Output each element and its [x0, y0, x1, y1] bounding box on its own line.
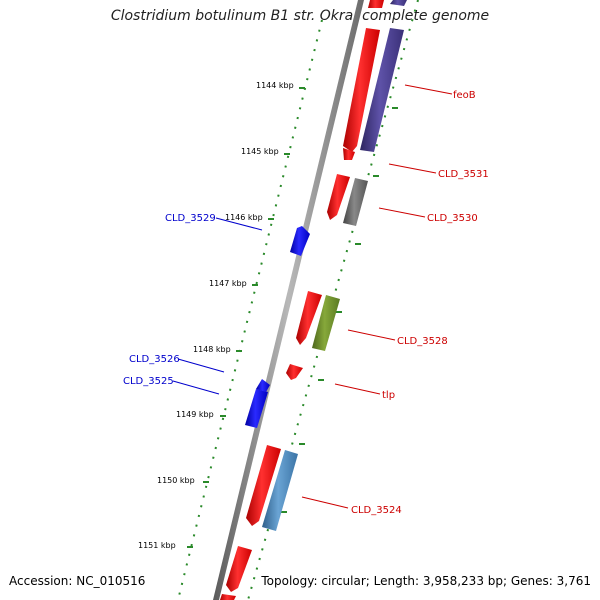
label-cld3529: CLD_3529	[165, 213, 216, 224]
scale-label-1146: 1146 kbp	[225, 213, 263, 222]
cds-3525	[245, 389, 268, 428]
scale-label-1151: 1151 kbp	[138, 541, 176, 550]
cds-bottom-2	[220, 594, 236, 600]
cds-3526	[256, 379, 270, 392]
scale-label-1147: 1147 kbp	[209, 279, 247, 288]
label-cld3530: CLD_3530	[427, 213, 478, 224]
cds-top	[368, 0, 384, 8]
label-cld3524: CLD_3524	[351, 505, 402, 516]
reverse-label-lines	[172, 217, 263, 395]
cds-3531	[327, 174, 350, 220]
scale-label-1149: 1149 kbp	[176, 410, 214, 419]
label-cld3528: CLD_3528	[397, 336, 448, 347]
cds-3524	[246, 445, 281, 526]
label-cld3531: CLD_3531	[438, 169, 489, 180]
label-cld3526: CLD_3526	[129, 354, 180, 365]
topology-label: Topology: circular; Length: 3,958,233 bp…	[261, 574, 591, 588]
cld3528-box	[312, 295, 340, 351]
feoB-box	[360, 28, 404, 152]
forward-label-lines	[301, 84, 453, 509]
genome-backbone	[213, 0, 364, 600]
map-title: Clostridium botulinum B1 str. Okra, comp…	[110, 8, 490, 24]
scale-ticks	[187, 87, 305, 548]
scale-label-1150: 1150 kbp	[157, 476, 195, 485]
scale-label-1145: 1145 kbp	[241, 147, 279, 156]
cds-tlp	[286, 364, 303, 380]
cds-bottom-1	[226, 546, 252, 592]
cds-3531-arrow	[343, 148, 355, 160]
cds-3528	[296, 291, 322, 345]
label-feoB: feoB	[453, 90, 476, 101]
inner-ticks	[281, 107, 398, 513]
accession-label: Accession: NC_010516	[9, 574, 146, 588]
cds-3529	[290, 226, 310, 256]
feoB-box-top	[390, 0, 407, 6]
cds-feoB-region	[343, 28, 380, 152]
scale-label-1148: 1148 kbp	[193, 345, 231, 354]
label-cld3525: CLD_3525	[123, 376, 174, 387]
cld3530-box	[343, 178, 368, 226]
reverse-cds-features	[245, 226, 310, 428]
forward-cds-features	[220, 0, 384, 600]
cld3524-box	[262, 450, 298, 531]
scale-label-1144: 1144 kbp	[256, 81, 294, 90]
label-tlp: tlp	[382, 390, 395, 401]
